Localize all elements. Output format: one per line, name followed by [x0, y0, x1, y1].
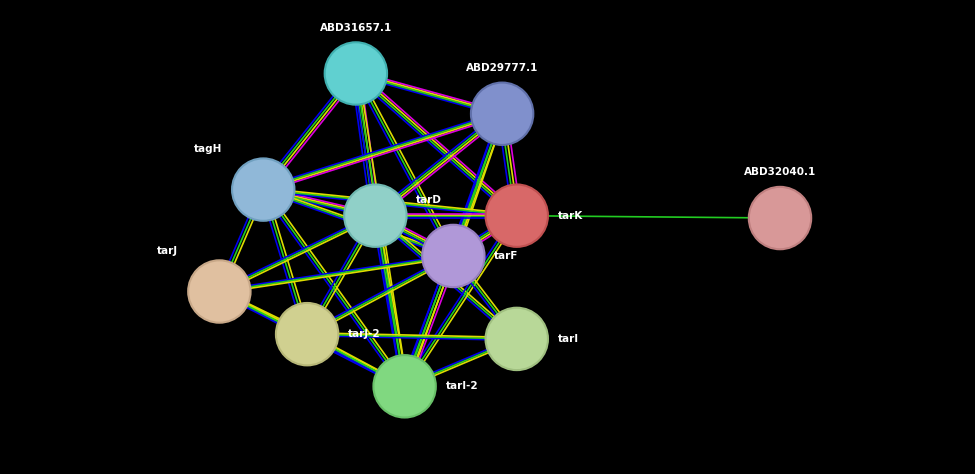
Text: tarI: tarI [558, 334, 579, 344]
Text: ABD32040.1: ABD32040.1 [744, 167, 816, 177]
Text: tarF: tarF [494, 251, 519, 261]
Text: tarK: tarK [558, 210, 583, 221]
Ellipse shape [232, 158, 294, 221]
Ellipse shape [471, 82, 533, 145]
Text: ABD29777.1: ABD29777.1 [466, 63, 538, 73]
Ellipse shape [486, 308, 548, 370]
Ellipse shape [486, 184, 548, 247]
Ellipse shape [276, 303, 338, 365]
Ellipse shape [188, 260, 251, 323]
Text: tarI-2: tarI-2 [446, 381, 478, 392]
Ellipse shape [373, 355, 436, 418]
Text: tagH: tagH [194, 144, 222, 154]
Ellipse shape [749, 187, 811, 249]
Text: tarD: tarD [416, 195, 443, 205]
Text: tarJ-2: tarJ-2 [348, 329, 380, 339]
Ellipse shape [325, 42, 387, 105]
Ellipse shape [344, 184, 407, 247]
Text: ABD31657.1: ABD31657.1 [320, 23, 392, 33]
Text: tarJ: tarJ [157, 246, 178, 255]
Ellipse shape [422, 225, 485, 287]
